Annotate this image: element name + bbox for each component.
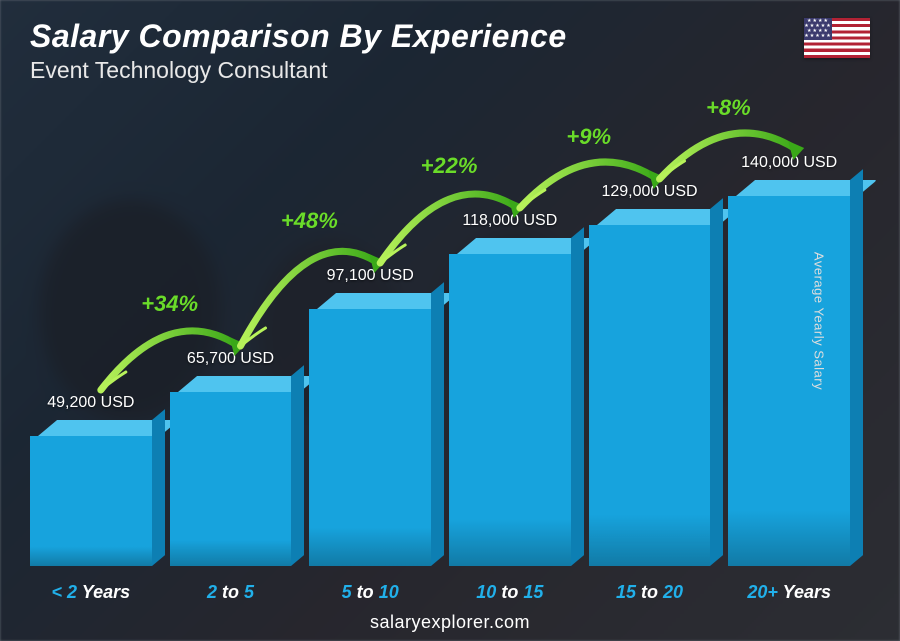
x-axis-label: < 2 Years: [30, 582, 152, 603]
bar: [589, 209, 711, 566]
bar: [30, 420, 152, 566]
title-block: Salary Comparison By Experience Event Te…: [30, 18, 567, 84]
bar: [449, 238, 571, 566]
x-axis: < 2 Years 2 to 5 5 to 10 10 to 15 15 to 20 20…: [30, 582, 850, 603]
bar-group: 129,000 USD: [589, 183, 711, 566]
x-axis-label: 5 to 10: [309, 582, 431, 603]
bar-value-label: 129,000 USD: [601, 183, 697, 201]
page-title: Salary Comparison By Experience: [30, 18, 567, 55]
bar-group: 140,000 USD: [728, 154, 850, 566]
bar-value-label: 97,100 USD: [327, 267, 414, 285]
x-axis-label: 20+ Years: [728, 582, 850, 603]
x-axis-label: 2 to 5: [170, 582, 292, 603]
x-axis-label: 10 to 15: [449, 582, 571, 603]
bar-chart: 49,200 USD 65,700 USD 97,100 USD 118,000…: [30, 95, 850, 566]
bar: [309, 293, 431, 566]
footer-attribution: salaryexplorer.com: [0, 612, 900, 633]
y-axis-label: Average Yearly Salary: [811, 251, 826, 389]
bar: [728, 180, 850, 566]
bar-group: 118,000 USD: [449, 212, 571, 566]
bar-value-label: 118,000 USD: [462, 212, 557, 230]
bar-value-label: 49,200 USD: [47, 394, 134, 412]
bar-group: 97,100 USD: [309, 267, 431, 566]
bar-group: 49,200 USD: [30, 394, 152, 566]
bar-group: 65,700 USD: [170, 350, 292, 566]
bar-value-label: 140,000 USD: [741, 154, 837, 172]
bar-value-label: 65,700 USD: [187, 350, 274, 368]
x-axis-label: 15 to 20: [589, 582, 711, 603]
us-flag-icon: [804, 18, 870, 58]
bar: [170, 376, 292, 566]
page-subtitle: Event Technology Consultant: [30, 57, 567, 84]
